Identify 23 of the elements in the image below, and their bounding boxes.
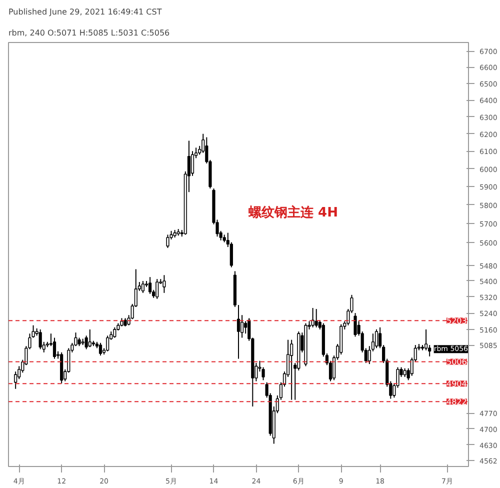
chart-subtitle: rbm, 240 O:5071 H:5085 L:5031 C:5056 (8, 28, 170, 38)
ref-line-label: 5006 (446, 358, 467, 367)
ref-line-label: 5203 (446, 316, 467, 326)
candlestick (98, 342, 102, 356)
annotation: 螺纹钢主连 4H (248, 204, 338, 220)
candlestick (148, 276, 152, 294)
candlestick (162, 274, 166, 294)
chart-title: Published June 29, 2021 16:49:41 CST (8, 8, 162, 16)
candlestick (166, 234, 170, 248)
candlestick (236, 304, 240, 360)
candlestick (290, 339, 294, 400)
candlestick (156, 278, 159, 300)
candlestick (374, 328, 378, 349)
candlestick (88, 328, 92, 348)
candlestick (141, 280, 145, 294)
candlestick (354, 312, 357, 338)
candlestick (113, 326, 116, 338)
candlestick (314, 308, 318, 328)
ref-line-label: 4904 (446, 380, 467, 389)
candlestick (38, 328, 42, 350)
candlestick (106, 335, 110, 352)
candlestick (52, 337, 56, 360)
ref-line-label: 4822 (446, 398, 467, 407)
